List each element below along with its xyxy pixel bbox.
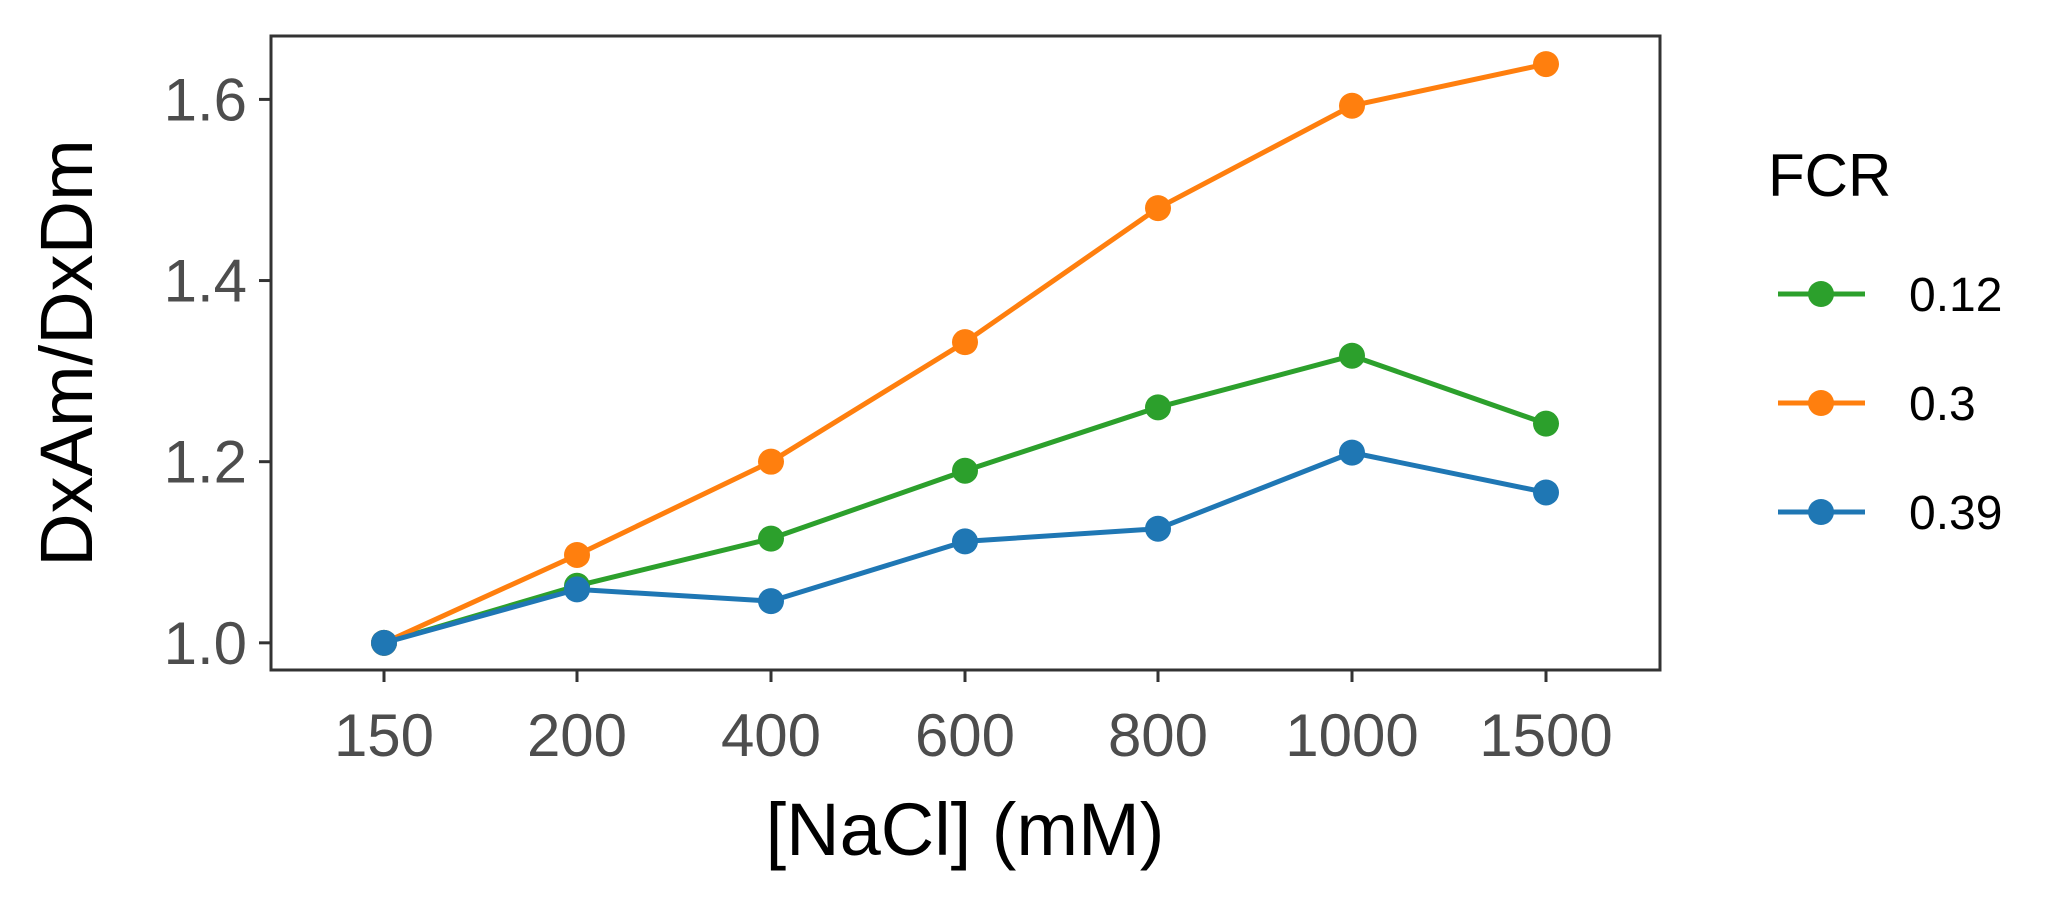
legend-label: 0.39 — [1909, 487, 2002, 540]
y-tick-label: 1.6 — [164, 66, 247, 133]
legend-item: 0.12 — [1778, 269, 2002, 322]
legend-label: 0.12 — [1909, 269, 2002, 322]
data-point — [1533, 410, 1559, 437]
data-point — [1339, 92, 1365, 119]
data-point — [758, 525, 784, 552]
data-point — [1145, 515, 1171, 542]
x-tick-label: 400 — [721, 702, 821, 769]
data-point — [952, 329, 978, 356]
y-axis-title: DxAm/DxDm — [25, 139, 108, 567]
series-line — [381, 353, 1549, 646]
x-tick-label: 1500 — [1479, 702, 1612, 769]
legend-item: 0.3 — [1778, 378, 1976, 431]
data-point — [1533, 51, 1559, 78]
x-tick-label: 150 — [334, 702, 434, 769]
y-axis: 1.0 1.2 1.4 1.6 — [164, 66, 271, 677]
data-point — [758, 448, 784, 475]
data-point — [1533, 479, 1559, 506]
data-point — [1145, 195, 1171, 222]
series-layer — [371, 51, 1559, 656]
data-point — [1339, 342, 1365, 369]
data-point — [952, 528, 978, 555]
data-point — [371, 629, 397, 656]
data-point — [758, 588, 784, 615]
legend-label: 0.3 — [1909, 378, 1976, 431]
y-tick-label: 1.4 — [164, 248, 247, 315]
x-axis: 150 200 400 600 800 1000 1500 — [334, 670, 1613, 769]
legend-marker — [1808, 390, 1834, 416]
legend-marker — [1808, 499, 1834, 525]
x-tick-label: 600 — [915, 702, 1015, 769]
data-point — [1339, 439, 1365, 466]
legend-marker — [1808, 281, 1834, 307]
series-0-3 — [371, 51, 1559, 656]
x-tick-label: 800 — [1108, 702, 1208, 769]
series-0-39 — [371, 439, 1559, 656]
legend-title: FCR — [1768, 142, 1891, 209]
data-point — [564, 541, 590, 568]
data-point — [952, 457, 978, 484]
x-tick-label: 200 — [527, 702, 627, 769]
x-axis-title: [NaCl] (mM) — [766, 788, 1165, 871]
y-tick-label: 1.0 — [164, 610, 247, 677]
data-point — [1145, 394, 1171, 421]
y-tick-label: 1.2 — [164, 429, 247, 496]
legend: 0.12 0.3 0.39 — [1778, 269, 2002, 540]
legend-item: 0.39 — [1778, 487, 2002, 540]
x-tick-label: 1000 — [1285, 702, 1418, 769]
data-point — [564, 576, 590, 603]
series-0-12 — [371, 342, 1559, 656]
